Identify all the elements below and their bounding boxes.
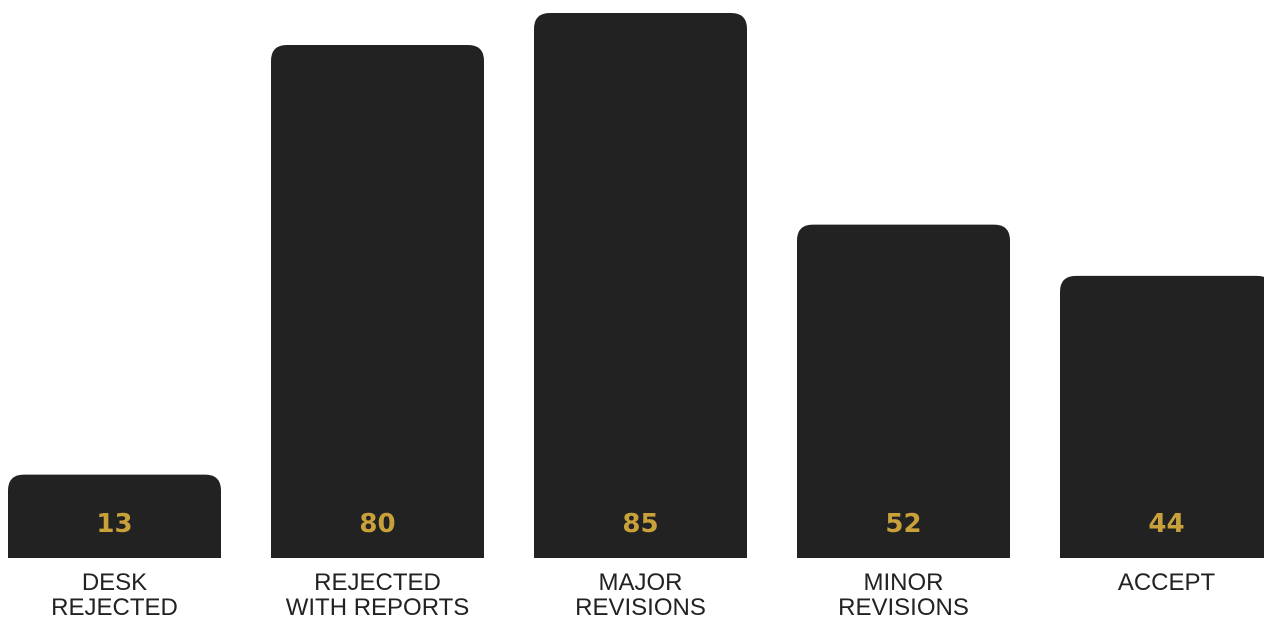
category-label-line: REJECTED — [51, 594, 178, 621]
category-label-line: ACCEPT — [1118, 569, 1216, 596]
category-label-line: MINOR — [864, 569, 944, 596]
category-label: REJECTED WITH REPORTS — [286, 569, 470, 621]
category-label-line: MAJOR — [599, 569, 683, 596]
bars-group — [8, 13, 1264, 558]
bar-3 — [534, 13, 747, 558]
category-label-line: REVISIONS — [838, 594, 969, 621]
category-label: MINOR REVISIONS — [838, 569, 969, 621]
category-label: MAJOR REVISIONS — [575, 569, 706, 621]
bar-value-label: 13 — [96, 509, 132, 539]
bar-value-label: 44 — [1148, 509, 1184, 539]
bar-5 — [1060, 275, 1264, 558]
value-labels-group: 13 80 85 52 44 — [96, 509, 1184, 539]
category-label-line: REJECTED — [314, 569, 441, 596]
category-label-line: REVISIONS — [575, 594, 706, 621]
bar-1 — [8, 474, 221, 558]
bar-4 — [797, 224, 1010, 558]
category-label: ACCEPT — [1118, 569, 1216, 596]
category-label-line: WITH REPORTS — [286, 594, 470, 621]
bar-value-label: 80 — [359, 509, 395, 539]
bar-2 — [271, 45, 484, 558]
category-label-line: DESK — [82, 569, 147, 596]
category-label: DESK REJECTED — [51, 569, 178, 621]
bar-value-label: 85 — [622, 509, 658, 539]
bar-value-label: 52 — [885, 509, 921, 539]
